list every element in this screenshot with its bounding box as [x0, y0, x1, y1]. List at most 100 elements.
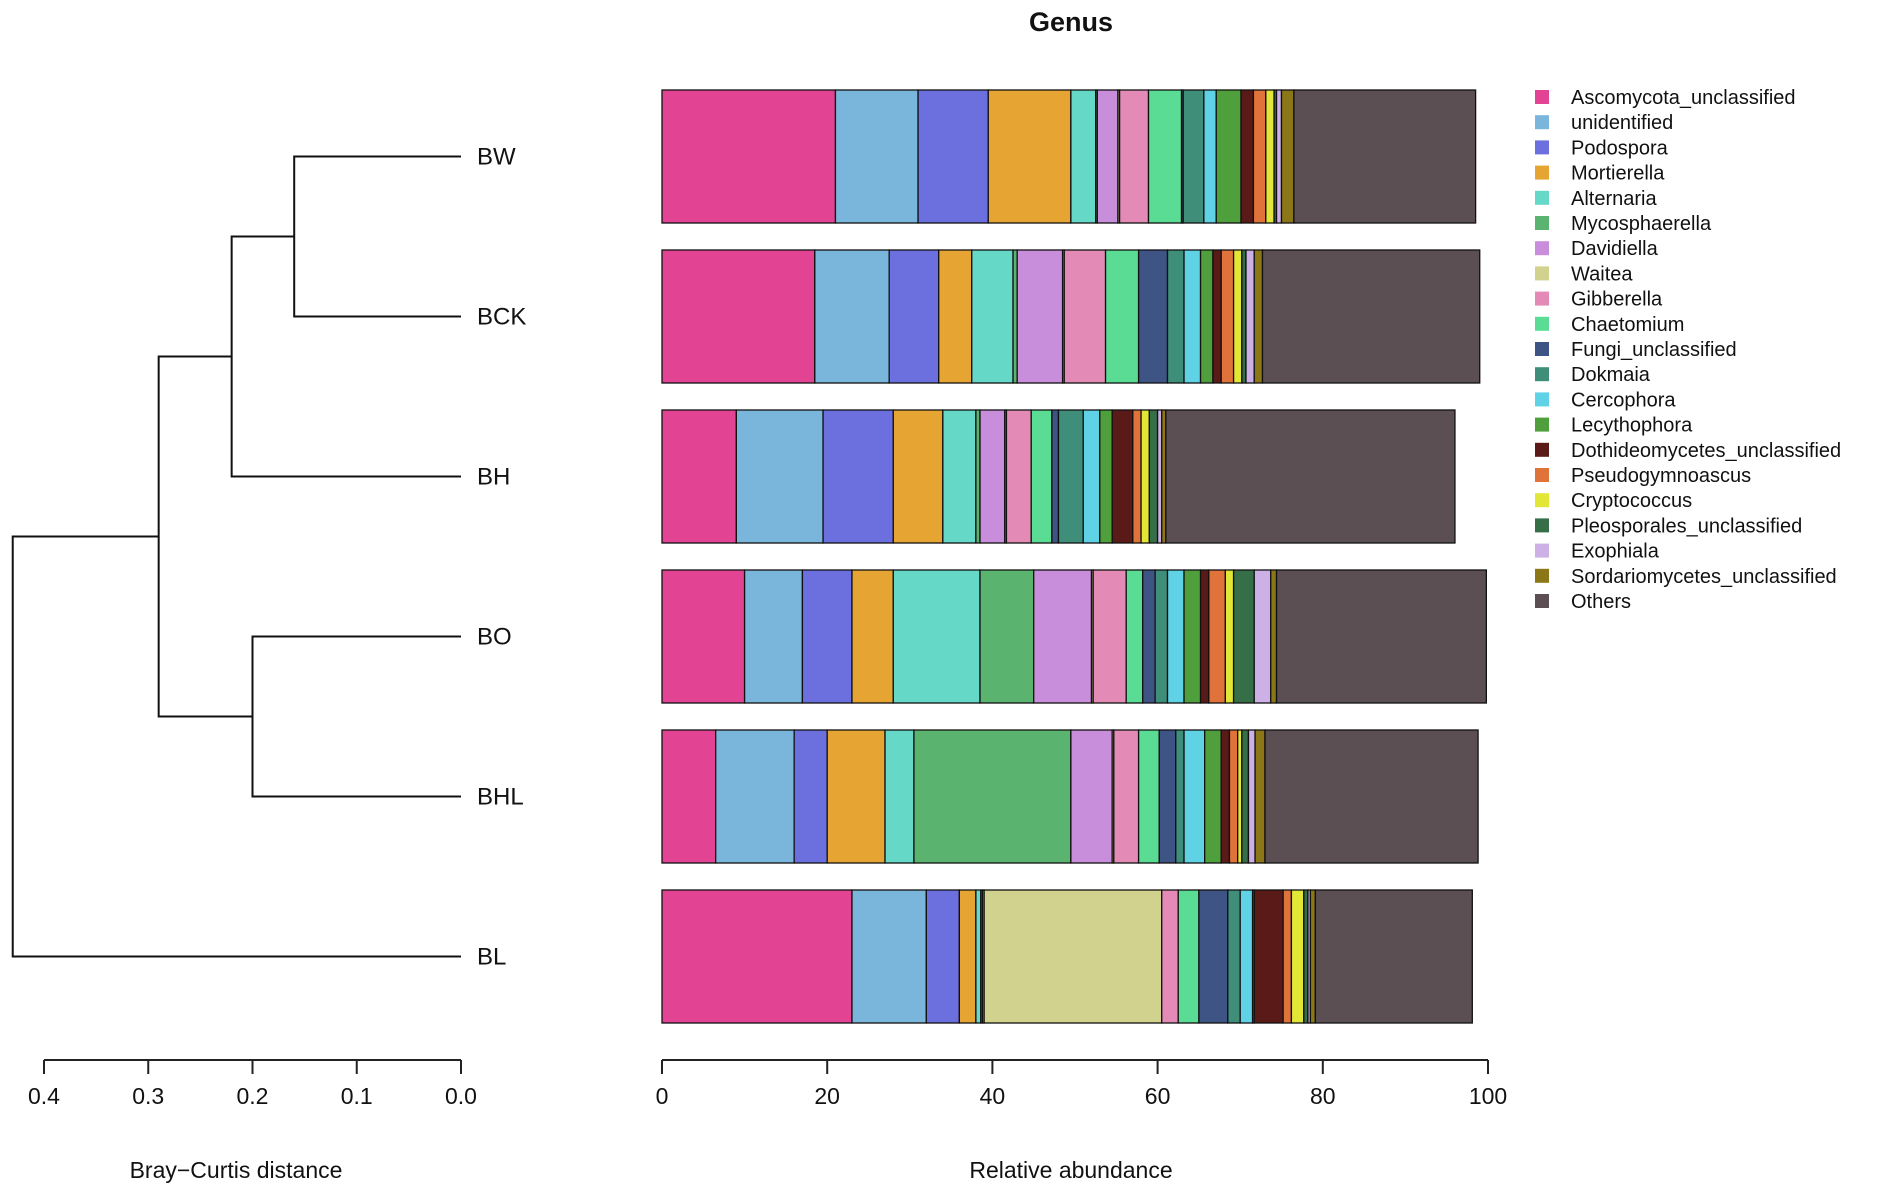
bar-segment-bl-unidentified: [851, 889, 927, 1024]
bar-segment-bhl-exophiala: [1247, 729, 1256, 864]
bar-segment-bh-pleosporales-unclassified: [1148, 409, 1159, 544]
bar-segment-bo-cryptococcus: [1224, 569, 1235, 704]
bar-segment-bh-mortierella: [892, 409, 944, 544]
bar-segment-bw-mortierella: [987, 89, 1072, 224]
bar-segment-bw-ascomycota-unclassified: [661, 89, 837, 224]
legend-label: Cryptococcus: [1571, 490, 1692, 512]
bar-segment-bh-fungi-unclassified: [1051, 409, 1060, 544]
bar-segment-bck-mortierella: [938, 249, 973, 384]
bar-segment-bl-cryptococcus: [1290, 889, 1305, 1024]
bar-segment-bh-pseudogymnoascus: [1132, 409, 1142, 544]
legend-label: Podospora: [1571, 137, 1669, 159]
legend-item: Gibberella: [1535, 289, 1663, 311]
x-tick-label: 20: [814, 1083, 840, 1109]
bar-segment-bh-davidiella: [979, 409, 1006, 544]
dendrogram-branch: [11, 535, 461, 958]
legend-swatch: [1535, 468, 1549, 482]
x-tick-label: 40: [980, 1083, 1006, 1109]
legend-item: Cryptococcus: [1535, 490, 1692, 512]
bar-row-bw: [661, 89, 1477, 224]
bar-segment-bw-cryptococcus: [1265, 89, 1275, 224]
bar-row-bck: [661, 249, 1481, 384]
legend-swatch: [1535, 518, 1549, 533]
bar-segment-bhl-ascomycota-unclassified: [661, 729, 717, 864]
bar-segment-bl-dothideomycetes-unclassified: [1253, 889, 1284, 1024]
legend-item: Alternaria: [1535, 188, 1657, 210]
legend-swatch: [1535, 568, 1549, 583]
bar-segment-bl-cercophora: [1239, 889, 1254, 1024]
stacked-bars: [661, 89, 1487, 1024]
bar-segment-bhl-mortierella: [826, 729, 886, 864]
legend-swatch: [1535, 316, 1549, 331]
bar-segment-bck-lecythophora: [1199, 249, 1214, 384]
legend-item: Podospora: [1535, 137, 1669, 159]
bar-row-bh: [661, 409, 1456, 544]
x-tick-label: 80: [1310, 1083, 1336, 1109]
dendrogram-branch: [157, 355, 253, 718]
legend-label: Chaetomium: [1571, 314, 1684, 336]
bar-segment-bw-alternaria: [1070, 89, 1097, 224]
legend-item: Chaetomium: [1535, 314, 1684, 336]
bar-segment-bo-podospora: [801, 569, 853, 704]
bar-segment-bo-fungi-unclassified: [1142, 569, 1156, 704]
legend-item: Mycosphaerella: [1535, 213, 1712, 235]
bar-segment-bw-dothideomycetes-unclassified: [1240, 89, 1255, 224]
legend-label: Others: [1571, 591, 1631, 613]
dendrogram-tick-label: 0.2: [237, 1083, 269, 1109]
bar-segment-bh-podospora: [822, 409, 894, 544]
bar-segment-bw-exophiala: [1275, 89, 1283, 224]
bar-segment-bw-cercophora: [1203, 89, 1217, 224]
legend-label: Dokmaia: [1571, 364, 1651, 386]
bar-segment-bw-gibberella: [1118, 89, 1150, 224]
legend-label: Exophiala: [1571, 541, 1660, 563]
legend-swatch: [1535, 241, 1549, 256]
legend-item: Waitea: [1535, 263, 1633, 285]
bar-segment-bck-pseudogymnoascus: [1220, 249, 1235, 384]
bar-segment-bhl-unidentified: [715, 729, 795, 864]
dendrogram-branch: [230, 235, 461, 478]
bar-segment-bo-chaetomium: [1125, 569, 1144, 704]
legend-label: Dothideomycetes_unclassified: [1571, 440, 1841, 462]
bar-segment-bck-davidiella: [1016, 249, 1064, 384]
bar-segment-bw-chaetomium: [1147, 89, 1183, 224]
legend-label: Gibberella: [1571, 289, 1663, 311]
legend-swatch: [1535, 442, 1549, 457]
bar-segment-bck-cercophora: [1183, 249, 1202, 384]
bar-segment-bl-waitea: [983, 889, 1163, 1024]
bar-segment-bh-chaetomium: [1030, 409, 1053, 544]
bar-segment-bo-ascomycota-unclassified: [661, 569, 746, 704]
bar-segment-bl-alternaria: [975, 889, 982, 1024]
legend-swatch: [1535, 493, 1549, 508]
bar-segment-bo-davidiella: [1033, 569, 1093, 704]
bar-segment-bck-dothideomycetes-unclassified: [1212, 249, 1222, 384]
legend-label: unidentified: [1571, 112, 1673, 134]
legend-label: Pseudogymnoascus: [1571, 465, 1751, 487]
bar-segment-bhl-gibberella: [1113, 729, 1140, 864]
legend-label: Davidiella: [1571, 238, 1659, 260]
x-tick-label: 100: [1469, 1083, 1507, 1109]
bar-segment-bo-alternaria: [892, 569, 981, 704]
legend-label: Lecythophora: [1571, 415, 1693, 437]
legend-swatch: [1535, 594, 1549, 608]
chart-title: Genus: [1029, 7, 1113, 37]
bar-segment-bhl-pleosporales-unclassified: [1241, 729, 1250, 864]
bar-segment-bo-mortierella: [851, 569, 894, 704]
bar-segment-bh-cryptococcus: [1140, 409, 1150, 544]
legend-item: unidentified: [1535, 112, 1673, 134]
x-axis: 0 20 40 60 80 100: [656, 1059, 1507, 1109]
dendrogram-axis-label: Bray−Curtis distance: [130, 1157, 343, 1183]
dendrogram-tick-label: 0.4: [28, 1083, 60, 1109]
legend-swatch: [1535, 291, 1549, 306]
bar-segment-bck-dokmaia: [1166, 249, 1185, 384]
bar-segment-bl-dokmaia: [1227, 889, 1241, 1024]
bar-segment-bl-podospora: [925, 889, 961, 1024]
legend-item: Dokmaia: [1535, 364, 1651, 386]
bar-segment-bhl-alternaria: [884, 729, 915, 864]
legend-label: Waitea: [1571, 263, 1633, 285]
bar-segment-bl-fungi-unclassified: [1198, 889, 1229, 1024]
dendrogram-branch: [251, 635, 461, 798]
bar-segment-bh-dothideomycetes-unclassified: [1111, 409, 1134, 544]
bar-segment-bhl-cercophora: [1183, 729, 1206, 864]
bar-segment-bh-ascomycota-unclassified: [661, 409, 737, 544]
